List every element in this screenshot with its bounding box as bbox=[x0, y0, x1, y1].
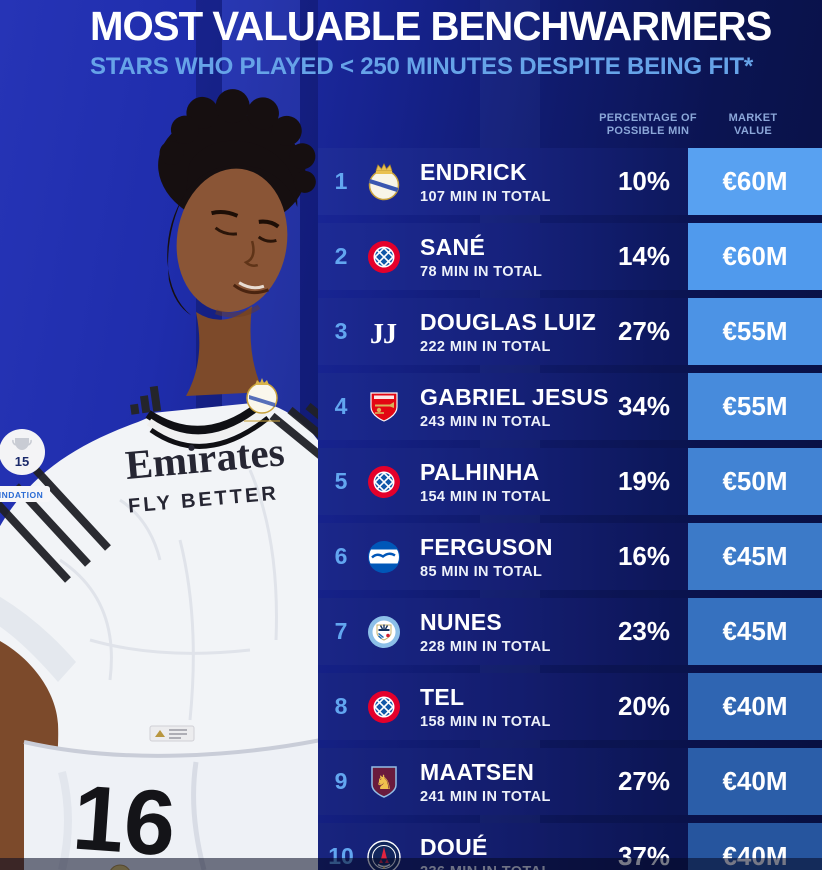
table-row: 5 PALHINHA 154 MIN IN TOTAL 19% €50M bbox=[318, 448, 822, 515]
percentage-value: 10% bbox=[617, 166, 670, 196]
player-cell: PALHINHA 154 MIN IN TOTAL bbox=[408, 459, 570, 505]
player-cell: MAATSEN 241 MIN IN TOTAL bbox=[408, 759, 570, 805]
minutes-label: 241 MIN IN TOTAL bbox=[420, 788, 551, 805]
minutes-label: 107 MIN IN TOTAL bbox=[420, 188, 551, 205]
player-cell: ENDRICK 107 MIN IN TOTAL bbox=[408, 159, 570, 205]
market-value: €60M bbox=[688, 148, 822, 215]
market-value: €50M bbox=[688, 448, 822, 515]
ranking-table: 1 ENDRICK 107 MIN IN TOTAL 10% €60M 2 SA… bbox=[318, 148, 822, 870]
percentage-value: 19% bbox=[617, 466, 670, 496]
arsenal-badge-icon bbox=[364, 387, 404, 427]
column-header-percentage: PERCENTAGE OF POSSIBLE MIN bbox=[588, 112, 708, 138]
shorts-number: 16 bbox=[70, 767, 179, 870]
player-cell: SANÉ 78 MIN IN TOTAL bbox=[408, 234, 570, 280]
ucl-sleeve-badge: 15 bbox=[0, 429, 45, 475]
percentage-value: 27% bbox=[617, 766, 670, 796]
page-subtitle: STARS WHO PLAYED < 250 MINUTES DESPITE B… bbox=[90, 53, 753, 81]
table-row: 2 SANÉ 78 MIN IN TOTAL 14% €60M bbox=[318, 223, 822, 290]
brighton-badge-icon bbox=[364, 537, 404, 577]
rank-label: 2 bbox=[334, 243, 348, 269]
percentage-value: 16% bbox=[617, 541, 670, 571]
percentage-value: 27% bbox=[617, 316, 670, 346]
rank-label: 5 bbox=[334, 468, 348, 494]
table-row: 1 ENDRICK 107 MIN IN TOTAL 10% €60M bbox=[318, 148, 822, 215]
sleeve-badge-number: 15 bbox=[15, 454, 29, 469]
table-row: 9 ♞ MAATSEN 241 MIN IN TOTAL 27% €40M bbox=[318, 748, 822, 815]
rank-label: 3 bbox=[334, 318, 348, 344]
rank-label: 7 bbox=[334, 618, 348, 644]
rank-label: 1 bbox=[334, 168, 348, 194]
svg-text:♞: ♞ bbox=[375, 770, 393, 794]
player-name: ENDRICK bbox=[420, 158, 527, 185]
rank-label: 9 bbox=[334, 768, 348, 794]
player-name: NUNES bbox=[420, 608, 503, 635]
bottom-edge-strip bbox=[0, 858, 822, 870]
player-name: FERGUSON bbox=[420, 533, 553, 560]
foundation-patch: INDATION bbox=[0, 486, 50, 502]
minutes-label: 158 MIN IN TOTAL bbox=[420, 713, 551, 730]
bayern-munich-badge-icon bbox=[364, 687, 404, 727]
minutes-label: 154 MIN IN TOTAL bbox=[420, 488, 551, 505]
rank-label: 8 bbox=[334, 693, 348, 719]
player-cell: NUNES 228 MIN IN TOTAL bbox=[408, 609, 570, 655]
market-value: €45M bbox=[688, 523, 822, 590]
player-name: GABRIEL JESUS bbox=[420, 383, 609, 410]
sleeve-patch-text: INDATION bbox=[0, 490, 43, 500]
bayern-munich-badge-icon bbox=[364, 237, 404, 277]
percentage-value: 20% bbox=[617, 691, 670, 721]
player-name: TEL bbox=[420, 683, 465, 710]
svg-text:J: J bbox=[383, 319, 397, 350]
column-header-value-line1: MARKET bbox=[728, 112, 778, 124]
svg-text:J: J bbox=[370, 319, 384, 350]
player-name: MAATSEN bbox=[420, 758, 535, 785]
aston-villa-badge-icon: ♞ bbox=[364, 762, 404, 802]
page-title: MOST VALUABLE BENCHWARMERS bbox=[90, 3, 772, 49]
man-city-badge-icon bbox=[364, 612, 404, 652]
player-name: DOUGLAS LUIZ bbox=[420, 308, 597, 335]
rank-label: 6 bbox=[334, 543, 348, 569]
market-value: €55M bbox=[688, 373, 822, 440]
table-row: 4 GABRIEL JESUS 243 MIN IN TOTAL 34% €55… bbox=[318, 373, 822, 440]
rank-label: 4 bbox=[334, 393, 348, 419]
column-header-value-line2: VALUE bbox=[734, 125, 772, 137]
minutes-label: 228 MIN IN TOTAL bbox=[420, 638, 551, 655]
minutes-label: 243 MIN IN TOTAL bbox=[420, 413, 551, 430]
column-header-market-value: MARKET VALUE bbox=[703, 112, 803, 138]
player-cell: GABRIEL JESUS 243 MIN IN TOTAL bbox=[408, 383, 609, 430]
bayern-munich-badge-icon bbox=[364, 462, 404, 502]
player-name: PALHINHA bbox=[420, 458, 540, 485]
market-value: €60M bbox=[688, 223, 822, 290]
minutes-label: 222 MIN IN TOTAL bbox=[420, 338, 551, 355]
percentage-value: 14% bbox=[617, 241, 670, 271]
curly-hair bbox=[159, 89, 316, 193]
table-row: 7 NUNES 228 MIN IN TOTAL 23% €45M bbox=[318, 598, 822, 665]
percentage-value: 23% bbox=[617, 616, 670, 646]
percentage-value: 34% bbox=[617, 391, 670, 421]
player-name: DOUÉ bbox=[420, 833, 488, 860]
table-row: 8 TEL 158 MIN IN TOTAL 20% €40M bbox=[318, 673, 822, 740]
market-value: €45M bbox=[688, 598, 822, 665]
jersey-hem-tag bbox=[149, 725, 195, 742]
real-madrid-crest-icon bbox=[246, 378, 278, 414]
market-value: €40M bbox=[688, 748, 822, 815]
player-cell: DOUGLAS LUIZ 222 MIN IN TOTAL bbox=[408, 308, 597, 355]
player-photo: 15 INDATION Emirates FLY BETTER bbox=[0, 89, 318, 870]
player-cell: FERGUSON 85 MIN IN TOTAL bbox=[408, 534, 570, 580]
minutes-label: 78 MIN IN TOTAL bbox=[420, 263, 543, 280]
minutes-label: 85 MIN IN TOTAL bbox=[420, 563, 543, 580]
real-madrid-badge-icon bbox=[364, 162, 404, 202]
adidas-logo-icon bbox=[130, 385, 162, 415]
column-header-percentage-line1: PERCENTAGE OF bbox=[599, 112, 697, 124]
table-row: 6 FERGUSON 85 MIN IN TOTAL 16% €45M bbox=[318, 523, 822, 590]
market-value: €40M bbox=[688, 673, 822, 740]
market-value: €55M bbox=[688, 298, 822, 365]
column-header-percentage-line2: POSSIBLE MIN bbox=[606, 125, 690, 137]
player-name: SANÉ bbox=[420, 233, 486, 260]
player-cell: TEL 158 MIN IN TOTAL bbox=[408, 684, 570, 730]
